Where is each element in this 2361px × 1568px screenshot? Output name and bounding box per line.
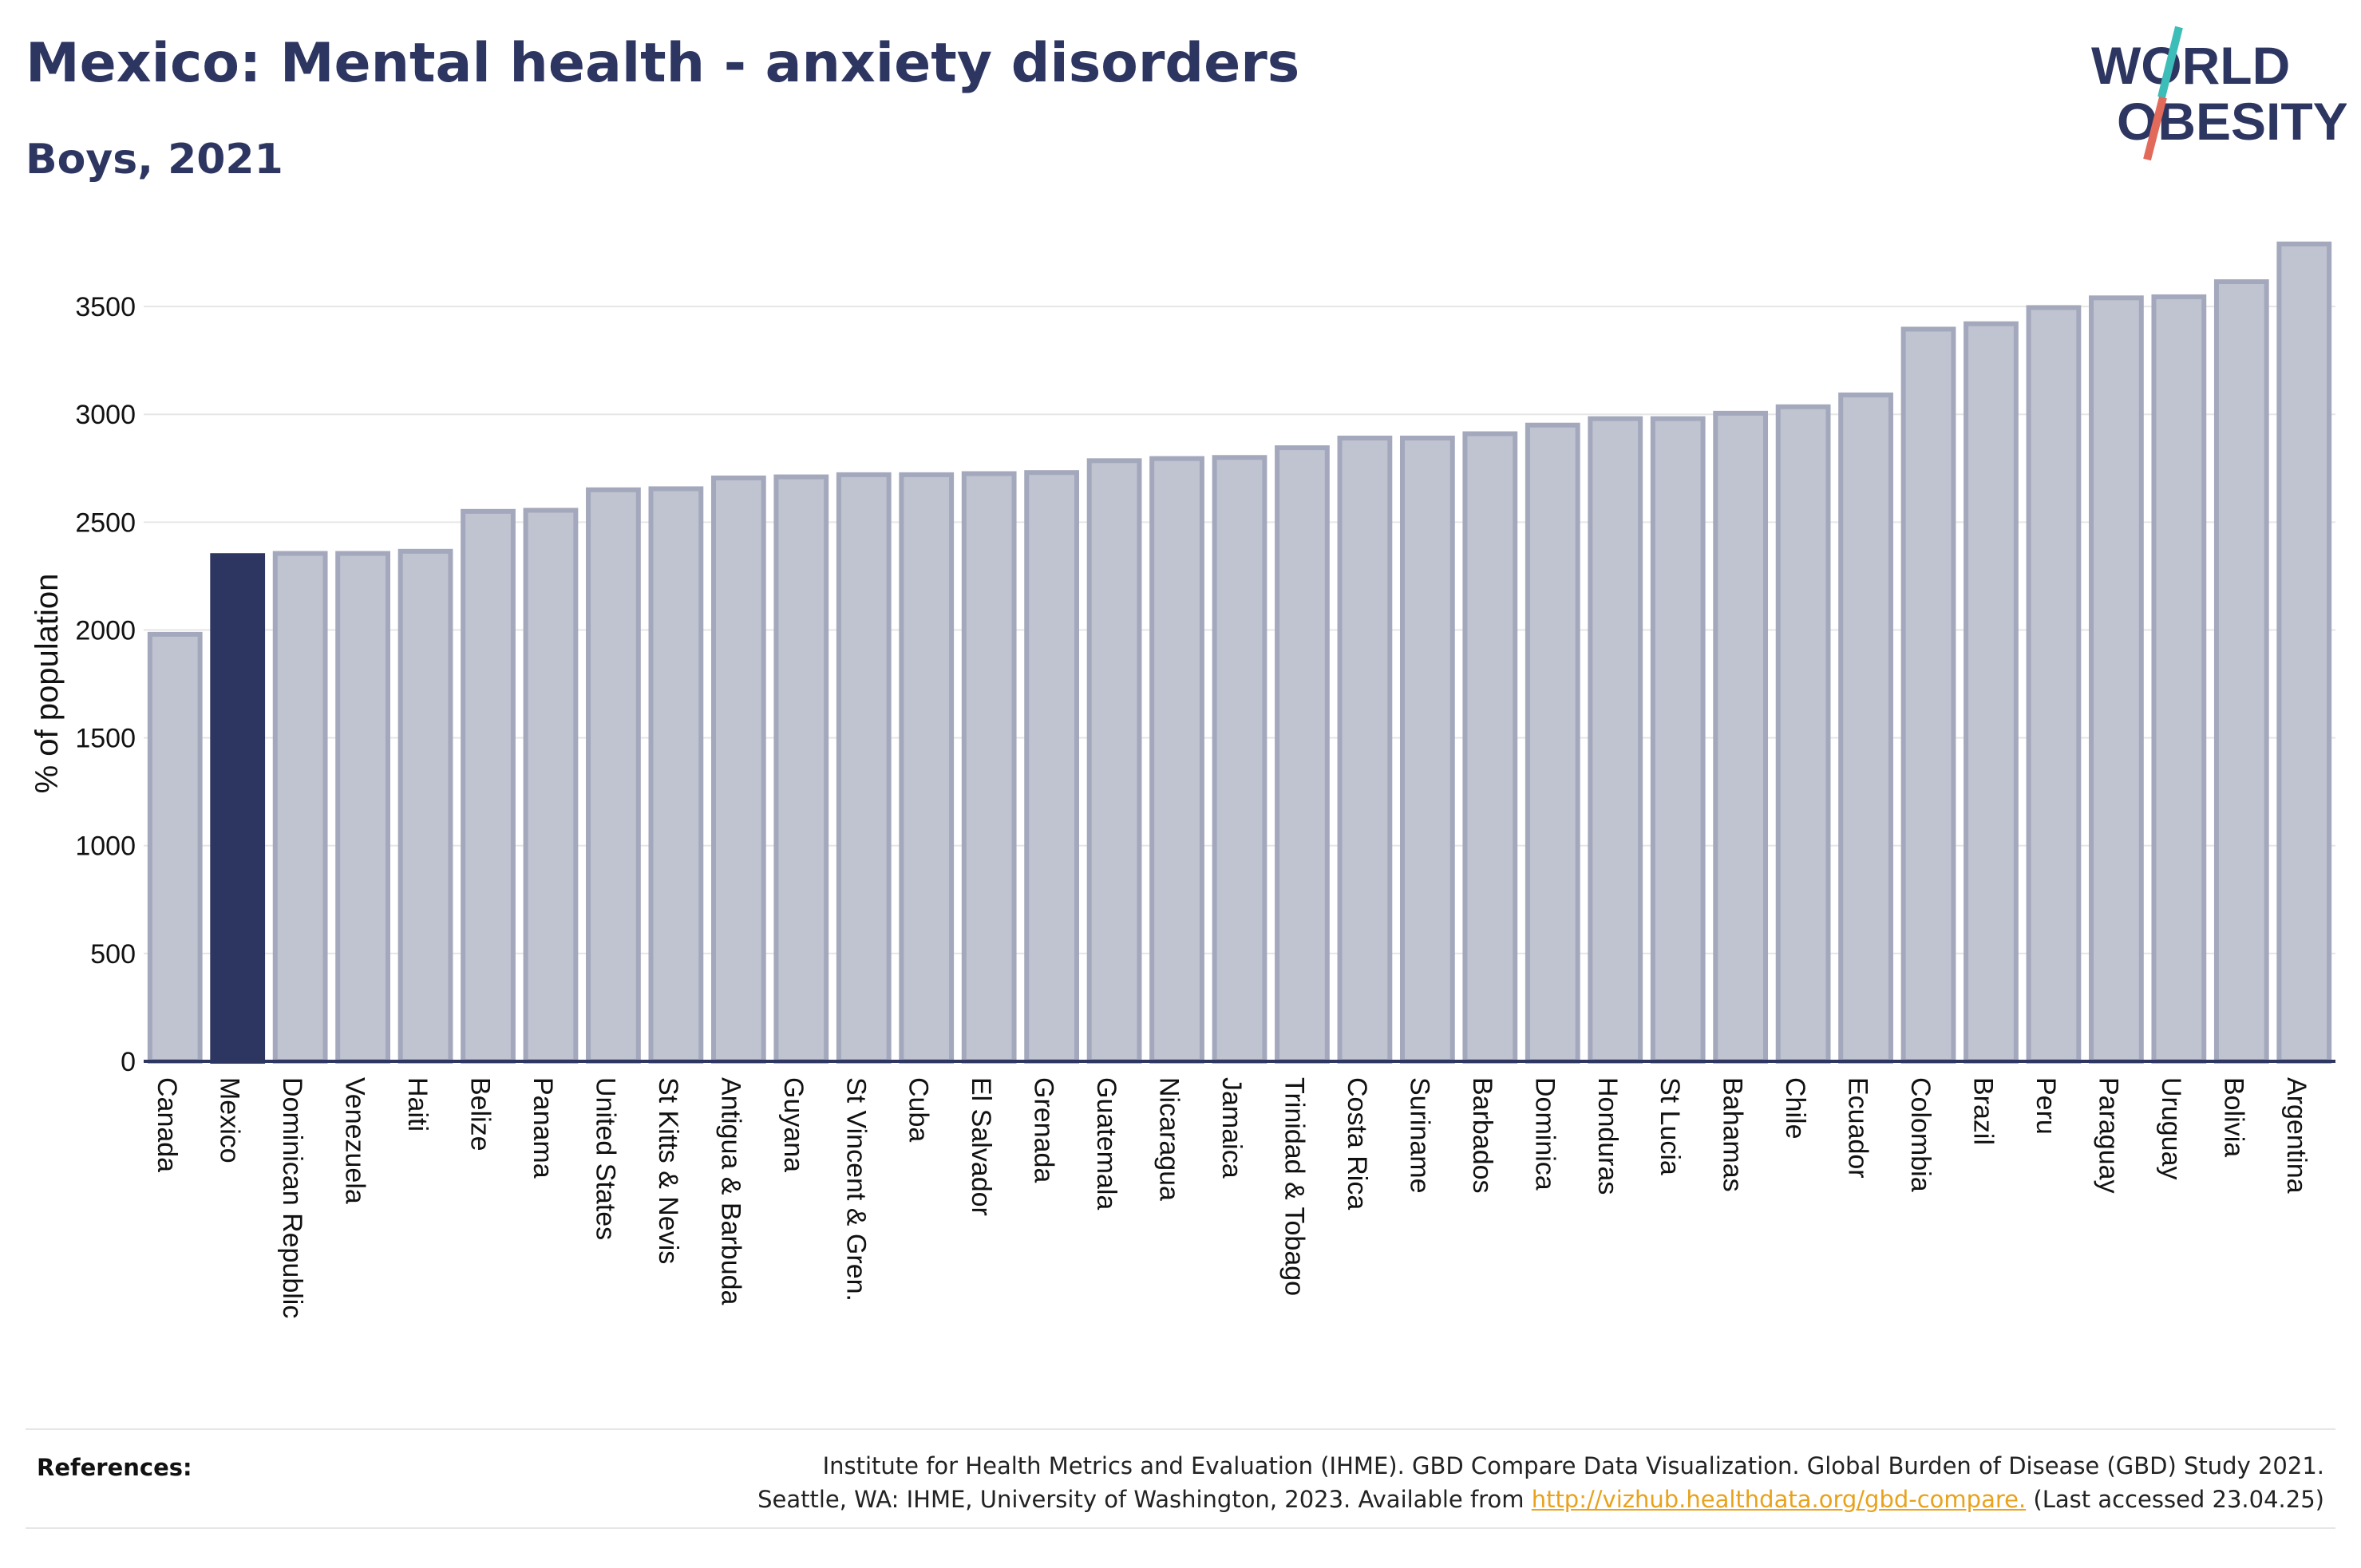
- bar-brazil: [1964, 321, 2019, 1064]
- bar-st-lucia: [1650, 416, 1706, 1064]
- x-tick-label: St Vincent & Gren.: [840, 1077, 871, 1301]
- y-tick-label: 500: [90, 939, 136, 970]
- world-obesity-logo: WORLD OBESITY: [2091, 26, 2347, 161]
- x-tick-label: United States: [590, 1077, 620, 1240]
- bar-ecuador: [1838, 392, 1893, 1064]
- bar-bahamas: [1713, 410, 1769, 1064]
- x-tick-label: Uruguay: [2156, 1077, 2186, 1180]
- y-tick-label: 3500: [75, 292, 136, 322]
- bar-barbados: [1462, 431, 1518, 1064]
- bar-mexico: [210, 553, 266, 1064]
- x-tick-label: Colombia: [1905, 1077, 1936, 1192]
- x-tick-label: Honduras: [1592, 1077, 1623, 1195]
- bar-haiti: [397, 548, 453, 1064]
- logo-text-world: WORLD: [2091, 36, 2290, 95]
- x-tick-label: Guyana: [778, 1077, 809, 1172]
- x-tick-label: Brazil: [1968, 1077, 1999, 1145]
- x-tick-label: Panama: [528, 1077, 558, 1179]
- reference-line-2-suffix: (Last accessed 23.04.25): [2026, 1486, 2324, 1513]
- x-tick-label: Paraguay: [2093, 1077, 2123, 1194]
- logo-slash-top: [2157, 26, 2183, 99]
- x-tick-label: Bahamas: [1718, 1077, 1748, 1192]
- y-tick-label: 3000: [75, 400, 136, 430]
- bar-jamaica: [1212, 455, 1268, 1064]
- bar-venezuela: [335, 551, 390, 1064]
- bar-cuba: [899, 472, 955, 1064]
- x-tick-label: Antigua & Barbuda: [715, 1077, 745, 1305]
- bar-chart: 0 500 1000 1500 2000 2500 3000 3500 Canada Mexico…: [30, 241, 2335, 1318]
- bar-antigua-barbuda: [710, 475, 766, 1064]
- x-tick-label: Costa Rica: [1342, 1077, 1372, 1210]
- bar-honduras: [1588, 416, 1643, 1064]
- bar-dominican-republic: [272, 551, 328, 1064]
- x-tick-label: Guatemala: [1091, 1077, 1121, 1210]
- y-tick-label: 1000: [75, 831, 136, 862]
- bar-chile: [1775, 404, 1831, 1064]
- bar-bolivia: [2213, 278, 2269, 1064]
- references-label: References:: [37, 1454, 192, 1481]
- bar-nicaragua: [1149, 456, 1204, 1064]
- bar-panama: [523, 508, 579, 1064]
- y-tick-label: 0: [121, 1047, 136, 1077]
- bar-uruguay: [2151, 294, 2207, 1064]
- x-tick-label: St Lucia: [1655, 1077, 1685, 1175]
- x-tick-label: Ecuador: [1843, 1077, 1873, 1179]
- y-tick-label: 1500: [75, 724, 136, 754]
- x-tick-label: Jamaica: [1216, 1077, 1247, 1179]
- bar-dominica: [1525, 422, 1580, 1064]
- bar-el-salvador: [961, 471, 1017, 1064]
- chart-subtitle: Boys, 2021: [26, 136, 283, 184]
- x-tick-label: Venezuela: [340, 1077, 370, 1204]
- x-tick-label: Trinidad & Tobago: [1279, 1077, 1309, 1296]
- reference-link[interactable]: http://vizhub.healthdata.org/gbd-compare…: [1531, 1486, 2027, 1513]
- bar-paraguay: [2089, 295, 2144, 1064]
- x-tick-label: Grenada: [1029, 1077, 1059, 1183]
- x-tick-label: Suriname: [1404, 1077, 1434, 1194]
- bar-belize: [461, 508, 516, 1064]
- bars: [147, 241, 2332, 1064]
- x-tick-label: Haiti: [402, 1077, 433, 1132]
- bar-suriname: [1399, 435, 1455, 1064]
- x-tick-label: Barbados: [1467, 1077, 1497, 1194]
- x-tick-label: Belize: [465, 1077, 496, 1151]
- x-tick-label: Mexico: [215, 1077, 245, 1163]
- bar-guatemala: [1086, 458, 1142, 1064]
- reference-line-1: Institute for Health Metrics and Evaluat…: [822, 1452, 2324, 1479]
- references-box: References: Institute for Health Metrics…: [26, 1428, 2335, 1529]
- bar-st-kitts-nevis: [648, 486, 704, 1064]
- y-tick-label: 2000: [75, 615, 136, 646]
- references-text: Institute for Health Metrics and Evaluat…: [757, 1449, 2324, 1516]
- x-tick-label: Argentina: [2281, 1077, 2312, 1194]
- bar-united-states: [586, 487, 641, 1064]
- y-axis-label: % of population: [30, 574, 65, 794]
- chart-title: Mexico: Mental health - anxiety disorder…: [26, 32, 1300, 95]
- bar-peru: [2026, 305, 2082, 1064]
- x-tick-label: Chile: [1780, 1077, 1810, 1139]
- bar-costa-rica: [1337, 435, 1393, 1064]
- x-tick-label: Bolivia: [2218, 1077, 2248, 1157]
- reference-line-2-prefix: Seattle, WA: IHME, University of Washing…: [757, 1486, 1532, 1513]
- bar-argentina: [2276, 241, 2332, 1064]
- x-tick-label: St Kitts & Nevis: [653, 1077, 683, 1264]
- x-tick-label: Peru: [2031, 1077, 2061, 1135]
- bar-st-vincent-gren-: [836, 472, 892, 1064]
- x-tick-label: Dominican Republic: [277, 1077, 307, 1318]
- bar-colombia: [1900, 326, 1956, 1064]
- bar-canada: [147, 631, 203, 1064]
- tick-labels: 0 500 1000 1500 2000 2500 3000 3500 Canada Mexico…: [30, 292, 2312, 1318]
- x-tick-label: Canada: [152, 1077, 182, 1172]
- x-tick-label: El Salvador: [966, 1077, 996, 1216]
- x-tick-label: Nicaragua: [1154, 1077, 1184, 1201]
- bar-trinidad-tobago: [1275, 445, 1330, 1064]
- x-tick-label: Dominica: [1529, 1077, 1560, 1191]
- bar-guyana: [773, 474, 829, 1064]
- x-tick-label: Cuba: [904, 1077, 934, 1142]
- y-tick-label: 2500: [75, 508, 136, 538]
- bar-grenada: [1024, 470, 1080, 1064]
- logo-slash-bottom: [2143, 96, 2167, 161]
